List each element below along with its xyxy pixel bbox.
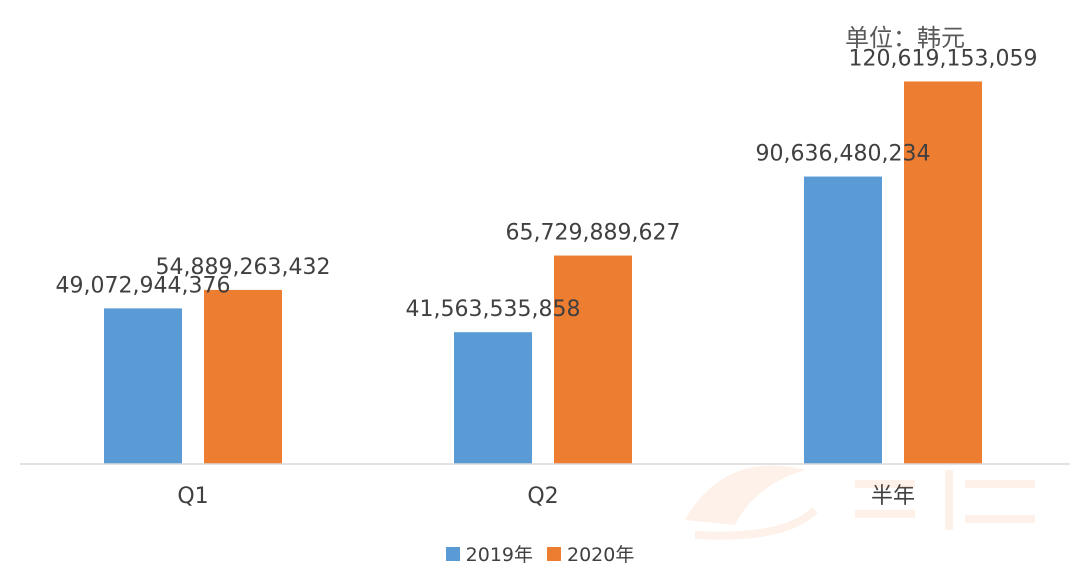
legend-item-2019: 2019年	[445, 540, 533, 567]
bar-2019-0	[104, 308, 182, 464]
x-tick-label-0: Q1	[177, 484, 208, 509]
bar-2020-0	[204, 289, 282, 464]
data-label-2020-2: 120,619,153,059	[849, 46, 1038, 71]
data-label-2020-1: 65,729,889,627	[506, 221, 681, 246]
watermark-logo	[685, 465, 1035, 540]
data-label-2020-0: 54,889,263,432	[156, 255, 331, 280]
legend-item-2020: 2020年	[547, 540, 634, 567]
legend-swatch-2020	[547, 546, 561, 561]
bar-2019-2	[804, 176, 882, 465]
unit-label: 单位：韩元	[845, 24, 965, 52]
legend-swatch-2019	[445, 546, 460, 561]
data-label-2019-2: 90,636,480,234	[756, 142, 931, 167]
legend-label-2020: 2020年	[567, 544, 635, 566]
legend-label-2019: 2019年	[465, 544, 533, 566]
bar-2020-1	[554, 255, 632, 464]
bar-2020-2	[904, 81, 982, 465]
chart-legend: 2019年 2020年	[0, 540, 1080, 567]
data-label-2019-0: 49,072,944,376	[56, 273, 231, 298]
data-label-2019-1: 41,563,535,858	[406, 297, 581, 322]
x-tick-label-1: Q2	[527, 484, 558, 509]
bar-2019-1	[454, 332, 532, 464]
x-tick-label-2: 半年	[871, 484, 915, 509]
